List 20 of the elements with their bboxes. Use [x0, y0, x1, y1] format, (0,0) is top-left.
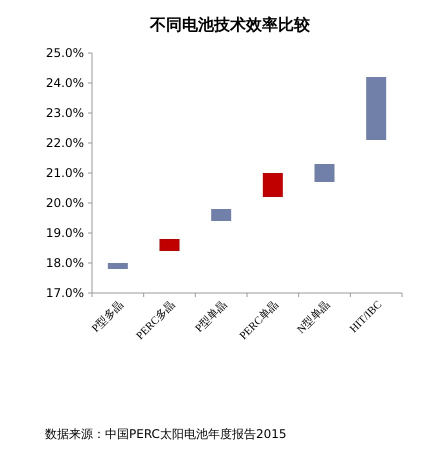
- y-tick-label: 18.0%: [46, 256, 84, 270]
- y-tick-label: 21.0%: [46, 166, 84, 180]
- bar: [262, 173, 283, 197]
- bar: [108, 263, 128, 269]
- source-note: 数据来源：中国PERC太阳电池年度报告2015: [45, 427, 286, 441]
- y-tick-label: 25.0%: [46, 46, 84, 60]
- x-tick-label: N型单晶: [294, 298, 333, 336]
- x-tick-label: P型单晶: [192, 298, 230, 335]
- y-tick-label: 17.0%: [46, 286, 84, 300]
- x-tick-label: P型多晶: [90, 298, 126, 335]
- y-tick-label: 22.0%: [46, 136, 84, 150]
- y-tick-label: 24.0%: [46, 76, 84, 90]
- bar: [366, 77, 386, 140]
- bar: [160, 239, 180, 251]
- y-tick-label: 19.0%: [46, 226, 84, 240]
- y-tick-label: 20.0%: [46, 196, 84, 210]
- bar: [314, 164, 334, 182]
- bar: [211, 209, 232, 221]
- y-tick-label: 23.0%: [46, 106, 84, 120]
- chart-title: 不同电池技术效率比较: [149, 15, 311, 34]
